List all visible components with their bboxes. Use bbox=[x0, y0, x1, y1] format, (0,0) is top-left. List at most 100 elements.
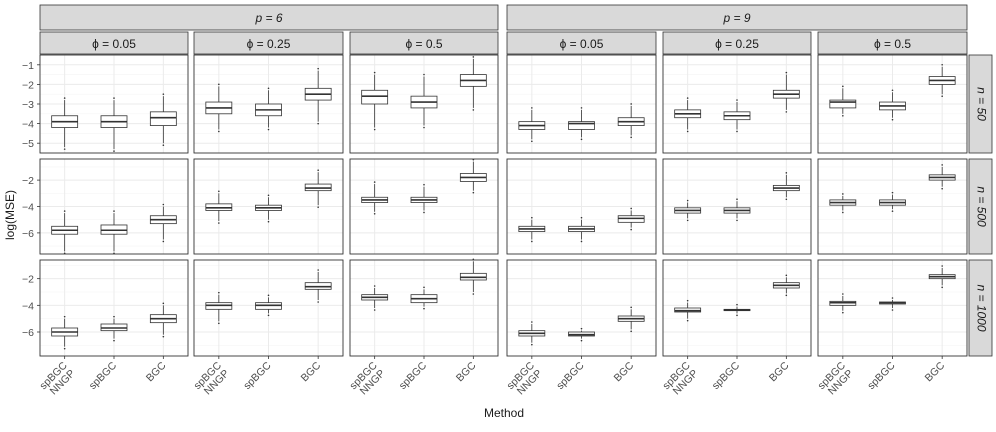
y-tick-label: −4 bbox=[22, 202, 34, 214]
outlier-point bbox=[580, 339, 583, 342]
outlier-point bbox=[267, 87, 270, 90]
outlier-point bbox=[842, 85, 844, 88]
x-tick-label: spBGC bbox=[865, 359, 898, 392]
outlier-point bbox=[317, 67, 319, 70]
strip-n-label: n = 50 bbox=[974, 87, 988, 121]
box-iqr bbox=[829, 99, 857, 109]
y-tick-label: −6 bbox=[22, 228, 34, 240]
outlier-point bbox=[472, 293, 475, 295]
x-tick-label-line: spBGC bbox=[397, 359, 430, 392]
outlier-point bbox=[317, 301, 319, 303]
x-tick-label-line: BGC bbox=[454, 359, 479, 384]
panel-border bbox=[349, 54, 499, 154]
outlier-point bbox=[423, 183, 425, 186]
outlier-point bbox=[580, 240, 583, 243]
x-tick-label: BGC bbox=[299, 359, 324, 384]
outlier-point bbox=[63, 315, 66, 318]
outlier-point bbox=[842, 193, 844, 195]
outlier-point bbox=[63, 210, 66, 212]
outlier-point bbox=[891, 191, 894, 194]
x-axis-title: Method bbox=[484, 406, 524, 420]
outlier-point bbox=[317, 169, 319, 171]
x-tick-label-line: BGC bbox=[299, 359, 324, 384]
panel-r3-c5 bbox=[662, 259, 812, 357]
outlier-point bbox=[317, 206, 319, 208]
outlier-point bbox=[63, 148, 66, 150]
outlier-point bbox=[218, 83, 220, 86]
outlier-point bbox=[630, 228, 632, 231]
outlier-point bbox=[630, 136, 632, 139]
outlier-point bbox=[317, 269, 319, 271]
strip-phi-label: ϕ = 0.5 bbox=[405, 37, 442, 51]
x-tick-label: spBGCNNGP bbox=[192, 359, 232, 399]
y-tick-label: −4 bbox=[22, 300, 34, 312]
panel-border bbox=[506, 158, 657, 255]
panel-r1-c6 bbox=[817, 54, 968, 154]
outlier-point bbox=[162, 335, 165, 338]
strip-phi-6 bbox=[817, 31, 968, 55]
strip-n-2 bbox=[968, 158, 993, 255]
outlier-point bbox=[842, 311, 844, 314]
x-tick-label: BGC bbox=[454, 359, 479, 384]
strip-p-label: p = 6 bbox=[254, 11, 282, 25]
panel-r2-c5 bbox=[662, 158, 812, 255]
outlier-point bbox=[630, 330, 632, 333]
strip-phi-label: ϕ = 0.5 bbox=[874, 37, 911, 51]
x-tick-label: spBGCNNGP bbox=[816, 359, 856, 399]
strip-phi-2 bbox=[193, 31, 344, 55]
outlier-point bbox=[736, 99, 738, 101]
y-tick-label: −3 bbox=[22, 99, 34, 111]
outlier-point bbox=[580, 327, 583, 330]
outlier-point bbox=[531, 140, 533, 143]
x-tick-label: spBGCNNGP bbox=[505, 359, 545, 399]
x-tick-label: BGC bbox=[767, 359, 792, 384]
outlier-point bbox=[785, 71, 788, 74]
outlier-point bbox=[373, 71, 376, 74]
outlier-point bbox=[941, 187, 943, 190]
x-tick-label: BGC bbox=[612, 359, 637, 384]
strip-phi-label: ϕ = 0.25 bbox=[247, 37, 291, 51]
x-tick-label: spBGCNNGP bbox=[660, 359, 700, 399]
panel-r3-c3 bbox=[349, 258, 499, 357]
strip-phi-3 bbox=[349, 31, 499, 55]
outlier-point bbox=[218, 322, 220, 325]
strip-p-1 bbox=[39, 4, 499, 31]
outlier-point bbox=[267, 194, 270, 197]
x-tick-label: BGC bbox=[144, 359, 169, 384]
panel-border bbox=[39, 54, 189, 154]
x-tick-label: spBGC bbox=[87, 359, 120, 392]
outlier-point bbox=[472, 56, 475, 58]
outlier-point bbox=[842, 211, 844, 214]
y-tick-label: −6 bbox=[22, 327, 34, 339]
outlier-point bbox=[785, 274, 788, 277]
outlier-point bbox=[472, 109, 475, 111]
y-tick-label: −2 bbox=[22, 274, 34, 286]
strip-phi-label: ϕ = 0.25 bbox=[715, 37, 759, 51]
outlier-point bbox=[941, 164, 943, 166]
outlier-point bbox=[736, 198, 738, 201]
outlier-point bbox=[423, 73, 425, 76]
outlier-point bbox=[580, 138, 583, 141]
outlier-point bbox=[785, 294, 788, 297]
panel-r2-c2 bbox=[193, 158, 344, 255]
outlier-point bbox=[218, 190, 220, 193]
outlier-point bbox=[891, 309, 894, 311]
panel-r1-c1 bbox=[39, 54, 189, 154]
outlier-point bbox=[941, 95, 943, 97]
outlier-point bbox=[267, 220, 270, 223]
panel-r1-c2 bbox=[193, 54, 344, 154]
x-tick-label-line: spBGC bbox=[710, 359, 743, 392]
strip-phi-label: ϕ = 0.05 bbox=[92, 37, 136, 51]
y-axis-title: log(MSE) bbox=[3, 190, 17, 240]
outlier-point bbox=[941, 63, 943, 66]
strip-n-label: n = 500 bbox=[974, 186, 988, 227]
y-tick-label: −1 bbox=[22, 60, 34, 72]
outlier-point bbox=[373, 212, 376, 215]
outlier-point bbox=[472, 191, 475, 194]
outlier-point bbox=[686, 319, 689, 322]
outlier-point bbox=[531, 216, 533, 219]
outlier-point bbox=[891, 210, 894, 212]
strip-phi-label: ϕ = 0.05 bbox=[560, 37, 604, 51]
